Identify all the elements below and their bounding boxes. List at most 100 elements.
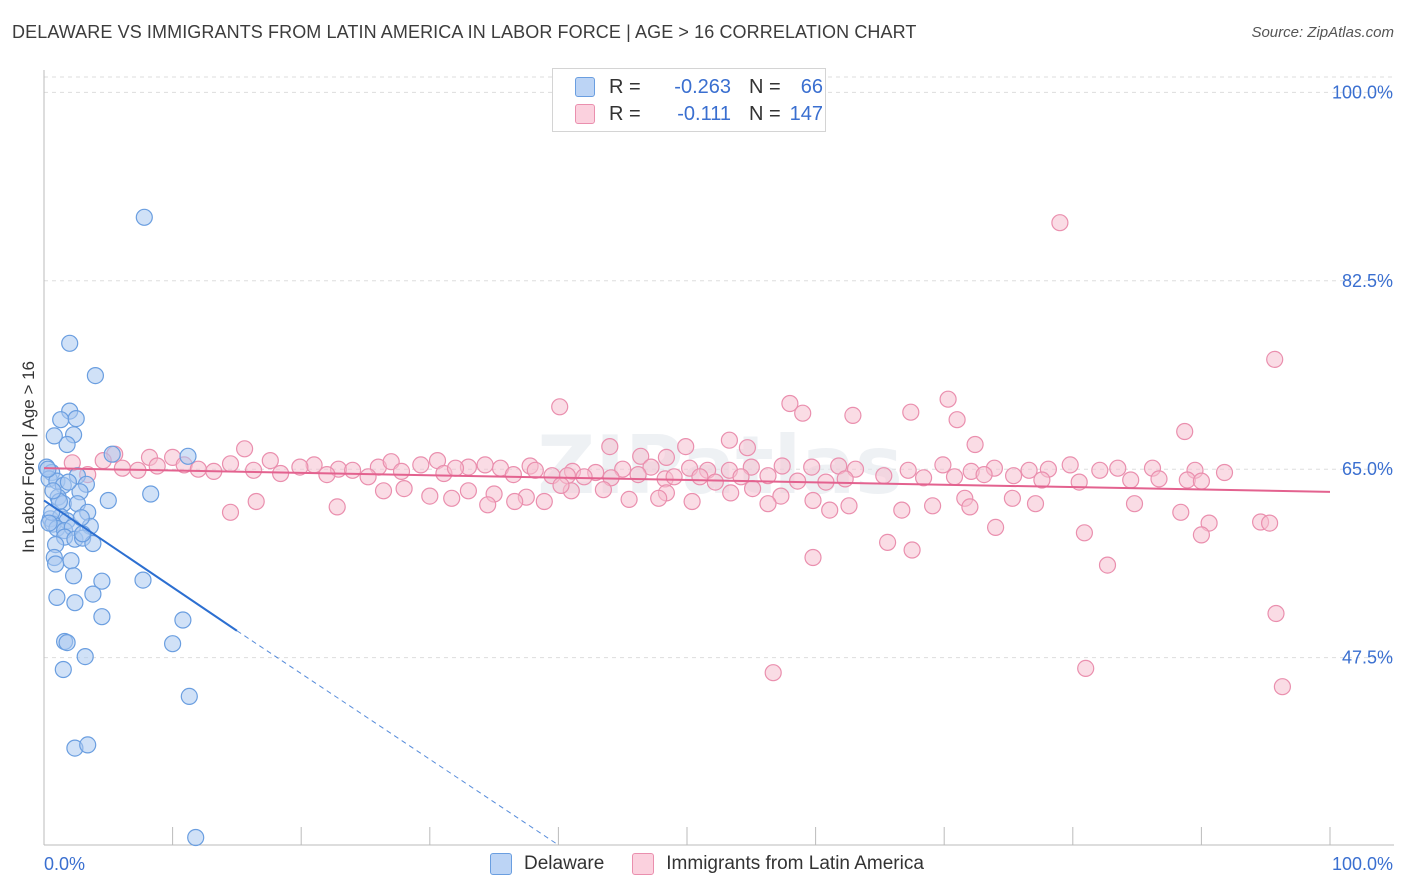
pink-data-point xyxy=(939,390,957,408)
pink-data-point xyxy=(504,466,523,484)
pink-data-point xyxy=(720,431,739,449)
blue-data-point xyxy=(93,608,111,626)
legend-row-latin-america: R = -0.111 N = 147 xyxy=(575,102,823,126)
pink-data-point xyxy=(803,458,821,476)
pink-data-point xyxy=(1122,471,1140,489)
series-legend-latin-america[interactable]: Immigrants from Latin America xyxy=(632,853,924,875)
legend-r-value: -0.111 xyxy=(677,102,731,125)
pink-data-point xyxy=(878,533,897,552)
blue-data-point xyxy=(46,555,65,573)
pink-data-point xyxy=(575,468,593,486)
blue-trend-line xyxy=(43,499,238,632)
pink-data-point xyxy=(759,467,777,485)
pink-data-point xyxy=(657,448,676,466)
pink-data-point xyxy=(1091,461,1109,479)
pink-data-point xyxy=(642,458,660,476)
pink-data-point xyxy=(923,497,942,515)
y-tick-label: 47.5% xyxy=(1342,648,1393,668)
legend-n-value: 147 xyxy=(789,102,823,125)
pink-swatch-icon xyxy=(632,853,655,875)
blue-data-point xyxy=(48,588,66,607)
legend-r-value: -0.263 xyxy=(674,75,731,98)
pink-data-point xyxy=(804,548,822,567)
pink-data-point xyxy=(1273,678,1292,696)
pink-data-point xyxy=(421,487,439,505)
pink-data-point xyxy=(772,487,790,505)
blue-data-point xyxy=(93,572,111,590)
y-tick-label: 100.0% xyxy=(1332,82,1393,102)
pink-data-point xyxy=(446,459,465,477)
pink-swatch-icon xyxy=(575,104,595,124)
pink-data-point xyxy=(189,460,207,478)
blue-data-point xyxy=(73,525,92,543)
pink-data-point xyxy=(620,490,638,508)
pink-data-point xyxy=(1172,503,1190,521)
pink-data-point xyxy=(526,461,544,479)
pink-data-point xyxy=(1003,489,1022,507)
blue-swatch-icon xyxy=(575,77,595,97)
pink-data-point xyxy=(732,468,750,486)
series-legend-delaware[interactable]: Delaware xyxy=(490,853,604,875)
blue-series-points xyxy=(37,208,205,847)
pink-data-point xyxy=(914,469,933,487)
pink-data-point xyxy=(691,468,709,486)
pink-data-point xyxy=(899,461,917,479)
blue-data-point xyxy=(72,509,90,527)
pink-data-point xyxy=(443,489,461,507)
pink-data-point xyxy=(1051,214,1069,232)
pink-data-point xyxy=(1266,350,1284,368)
pink-data-point xyxy=(629,466,647,484)
legend-n-value: 66 xyxy=(800,75,823,98)
pink-data-point xyxy=(247,492,265,511)
pink-data-point xyxy=(1125,495,1144,513)
blue-data-point xyxy=(164,635,182,653)
chart-title: DELAWARE VS IMMIGRANTS FROM LATIN AMERIC… xyxy=(12,22,917,42)
pink-data-point xyxy=(359,468,377,486)
pink-data-point xyxy=(650,489,668,507)
pink-data-point xyxy=(1267,604,1285,623)
pink-data-point xyxy=(221,503,240,521)
pink-data-point xyxy=(594,481,613,499)
pink-data-point xyxy=(374,482,393,500)
pink-data-point xyxy=(764,664,782,682)
pink-data-point xyxy=(552,476,570,494)
pink-data-point xyxy=(893,501,911,519)
pink-data-point xyxy=(1192,526,1211,544)
pink-data-point xyxy=(759,495,777,513)
blue-data-point xyxy=(135,208,153,226)
axes-layer xyxy=(43,70,1394,846)
pink-data-point xyxy=(459,482,477,500)
blue-data-point xyxy=(86,367,105,385)
pink-data-point xyxy=(1077,659,1095,678)
blue-data-point xyxy=(45,427,63,445)
trend-lines-layer xyxy=(43,467,1331,846)
pink-data-point xyxy=(902,403,920,421)
pink-data-point xyxy=(1192,472,1211,490)
pink-data-point xyxy=(945,468,964,486)
pink-data-point xyxy=(1176,422,1194,441)
pink-data-point xyxy=(836,470,854,488)
legend-r-label: R = xyxy=(609,75,641,98)
pink-data-point xyxy=(318,466,336,484)
pink-data-point xyxy=(328,498,346,516)
pink-data-point xyxy=(1075,524,1094,542)
pink-data-point xyxy=(934,456,952,474)
blue-data-point xyxy=(174,611,192,629)
pink-data-point xyxy=(632,447,650,465)
pink-data-point xyxy=(781,394,799,413)
pink-data-point xyxy=(722,484,740,502)
pink-data-point xyxy=(148,457,166,475)
pink-data-point xyxy=(794,404,812,422)
pink-data-point xyxy=(821,501,839,519)
series-legend-label: Immigrants from Latin America xyxy=(666,853,924,874)
blue-trend-extension xyxy=(236,630,559,846)
pink-data-point xyxy=(344,461,362,479)
pink-data-point xyxy=(1070,473,1088,491)
y-axis-label: In Labor Force | Age > 16 xyxy=(19,360,38,554)
grid-layer xyxy=(44,76,1394,659)
legend-n-label: N = xyxy=(749,75,781,98)
pink-data-point xyxy=(261,452,279,470)
pink-data-point xyxy=(1020,461,1038,479)
pink-data-point xyxy=(948,411,966,429)
pink-data-point xyxy=(392,462,411,480)
